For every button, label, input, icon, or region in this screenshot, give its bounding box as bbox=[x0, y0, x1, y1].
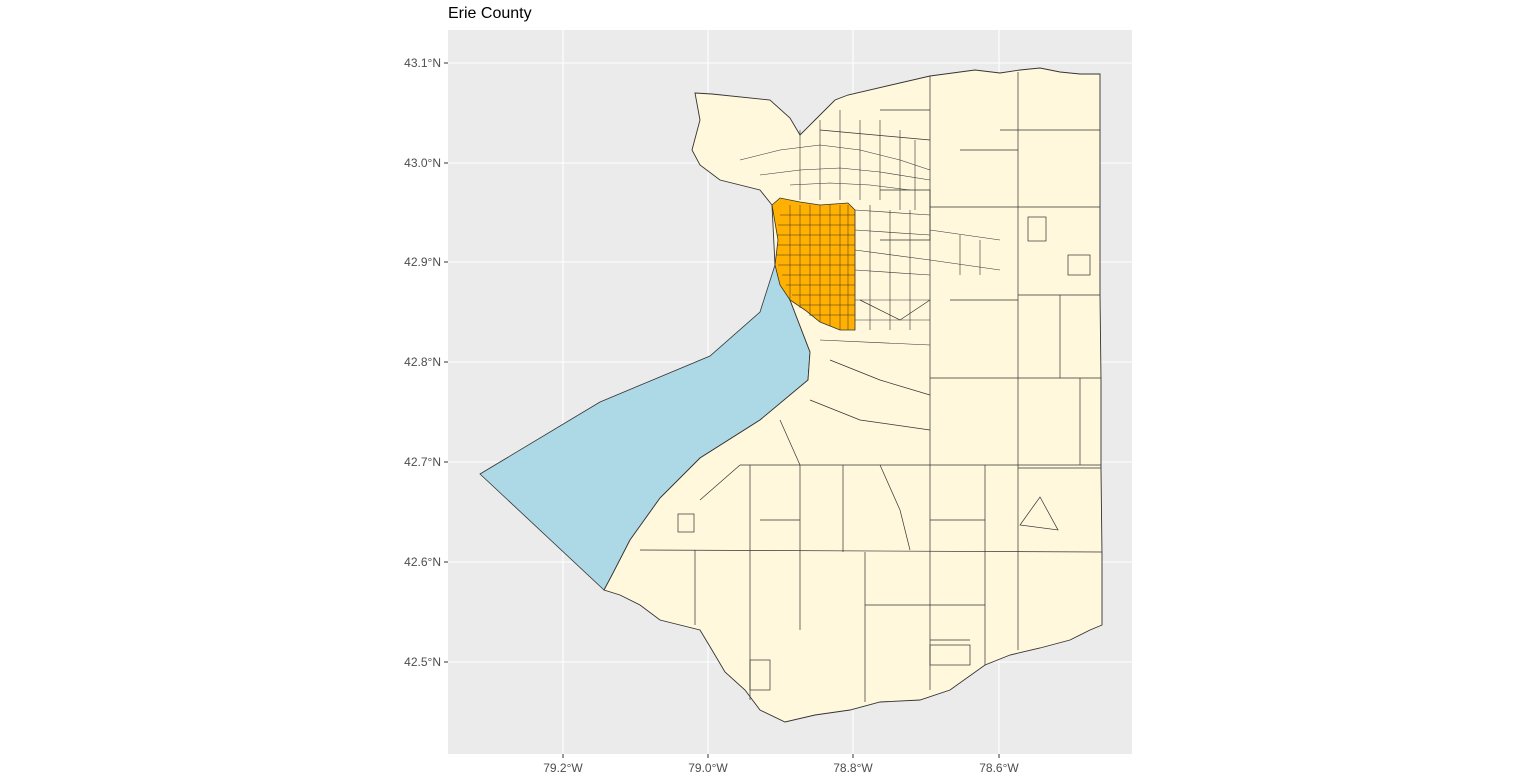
y-tick-label: 43.0°N bbox=[404, 156, 441, 170]
y-tick-label: 43.1°N bbox=[404, 56, 441, 70]
x-tick-label: 79.0°W bbox=[688, 761, 728, 775]
x-tick-label: 78.6°W bbox=[979, 761, 1019, 775]
x-tick-label: 79.2°W bbox=[543, 761, 583, 775]
city-tract-boundaries bbox=[776, 205, 855, 330]
x-axis-labels: 79.2°W 79.0°W 78.8°W 78.6°W bbox=[543, 761, 1019, 775]
y-tick-label: 42.6°N bbox=[404, 555, 441, 569]
y-axis-labels: 43.1°N 43.0°N 42.9°N 42.8°N 42.7°N 42.6°… bbox=[404, 56, 441, 669]
county-boundary bbox=[603, 67, 1103, 723]
axis-ticks bbox=[444, 62, 1000, 758]
x-tick-label: 78.8°W bbox=[833, 761, 873, 775]
tract-boundaries bbox=[639, 72, 1103, 702]
y-tick-label: 42.8°N bbox=[404, 355, 441, 369]
map-title: Erie County bbox=[448, 5, 532, 22]
y-tick-label: 42.7°N bbox=[404, 455, 441, 469]
y-tick-label: 42.9°N bbox=[404, 255, 441, 269]
suburban-tracts bbox=[739, 110, 1001, 346]
y-tick-label: 42.5°N bbox=[404, 655, 441, 669]
